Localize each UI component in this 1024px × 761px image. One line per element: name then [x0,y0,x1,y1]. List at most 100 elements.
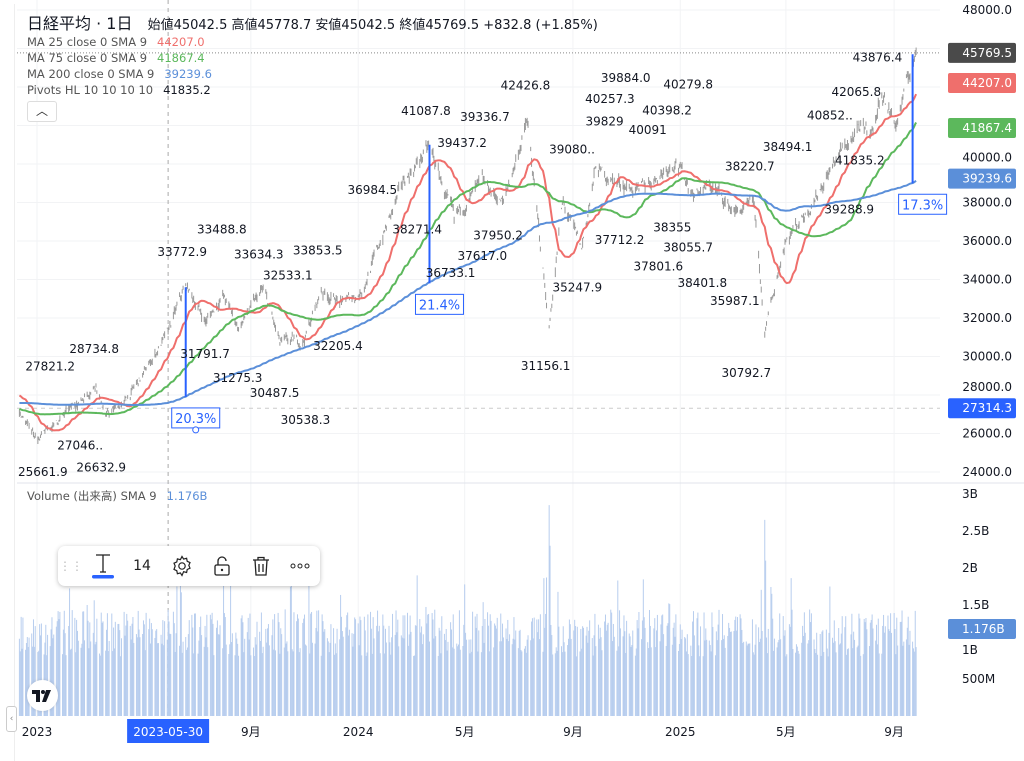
settings-button[interactable] [168,546,196,586]
price-tick: 28000.0 [962,380,1012,394]
price-badge-text: 45769.5 [962,46,1012,60]
price-badge-text: 44207.0 [962,76,1012,90]
price-badge [948,42,1016,63]
time-label: 2024 [343,725,374,739]
more-button[interactable] [286,546,314,586]
pivot-label: 39080.. [549,143,595,157]
gear-icon [173,555,191,577]
volume-tick: 500M [962,672,995,686]
pivot-label: 40279.8 [663,78,713,92]
trash-icon [253,556,269,576]
chart-header: 日経平均 · 1日 始値45042.5 高値45778.7 安値45042.5 … [27,14,598,33]
time-label: 2023 [22,725,53,739]
price-tick: 48000.0 [962,3,1012,17]
pivot-label: 30538.3 [281,413,331,427]
price-badge [948,73,1016,94]
legend-ma75[interactable]: MA 75 close 0 SMA 9 41867.4 [27,51,205,65]
pivot-label: 42426.8 [501,78,551,92]
ma-line-25 [18,93,918,432]
chevron-up-icon: ︿ [35,104,48,118]
chevron-left-icon: ‹ [9,714,14,724]
pivot-label: 32533.1 [263,269,313,283]
text-color-button[interactable] [88,546,118,586]
pivot-label: 32205.4 [313,339,363,353]
delete-button[interactable] [247,546,275,586]
measure-label-box [898,193,948,215]
pivot-label: 40398.2 [642,103,692,117]
drawing-toolbar: ⋮⋮ 14 [58,546,320,586]
symbol-name: 日経平均 [27,14,92,33]
price-badge [948,398,1016,419]
pivot-label: 39829 [586,114,624,128]
pivot-label: 35247.9 [553,280,603,294]
price-bars [18,47,917,445]
measure-label-box [414,293,464,315]
pivot-label: 27046.. [57,438,103,452]
pivot-labels: 27821.2 28734.8 27046.. 26632.9 25661.9 33772… [18,50,902,479]
font-size-button[interactable]: 14 [133,558,151,574]
pivot-label: 33853.5 [293,243,343,257]
pivot-label: 40091 [629,123,667,137]
pivot-label: 38401.8 [677,276,727,290]
more-icon [290,563,310,569]
price-tick: 30000.0 [962,350,1012,364]
time-label: 2025 [665,725,696,739]
pivot-label: 25661.9 [18,465,68,479]
legend-ma200[interactable]: MA 200 close 0 SMA 9 39239.6 [27,67,212,81]
moving-averages [18,93,918,432]
volume-badge [948,618,1016,639]
pivot-label: 39437.2 [437,136,487,150]
ohlc-readout: 始値45042.5 高値45778.7 安値45042.5 終値45769.5 … [147,18,598,33]
time-label: 9月 [241,725,261,739]
price-badge [948,118,1016,139]
pivot-label: 26632.9 [76,460,126,474]
crosshair-date-text: 2023-05-30 [133,725,203,739]
pivot-label: 37950.2 [473,228,523,242]
pivot-label: 37712.2 [595,233,645,247]
pivot-label: 40257.3 [585,92,635,106]
pivot-label: 38055.7 [663,240,713,254]
tradingview-logo-icon [31,689,51,702]
crosshair-date-badge [127,719,210,743]
volume-badge-text: 1.176B [962,622,1005,636]
measure-handle [192,426,200,434]
pivot-label: 36984.5 [347,183,397,197]
volume-tick: 2B [962,561,978,575]
pivot-label: 31156.1 [521,359,571,373]
collapse-legend-button[interactable]: ︿ [27,101,57,122]
legend-pivots[interactable]: Pivots HL 10 10 10 10 41835.2 [27,83,211,97]
tradingview-logo[interactable] [27,680,58,711]
pivot-label: 33488.8 [197,222,247,236]
pivot-label: 31275.3 [213,371,263,385]
price-tick: 36000.0 [962,234,1012,248]
pivot-label: 38494.1 [763,140,813,154]
price-badge-text: 41867.4 [962,121,1012,135]
pivot-label: 33772.9 [157,245,207,259]
measurements[interactable]: 20.3% 21.4% 17.3% [171,54,948,434]
volume-tick: 2.5B [962,524,989,538]
pivot-label: 37617.0 [457,249,507,263]
pivot-label: 38355 [653,221,691,235]
pivot-label: 30792.7 [721,366,771,380]
ma-line-200 [19,179,917,406]
lock-button[interactable] [208,546,236,586]
pivot-label: 27821.2 [25,359,75,373]
legend-ma25[interactable]: MA 25 close 0 SMA 9 44207.0 [27,35,205,49]
change: +832.8 (+1.85%) [483,18,598,33]
pivot-label: 36733.1 [426,266,476,280]
interval: 1日 [106,14,133,33]
pivot-label: 38220.7 [725,159,775,173]
pivot-label: 42065.8 [831,85,881,99]
scroll-left-button[interactable]: ‹ [6,706,17,732]
pivot-label: 39288.9 [824,203,874,217]
pivot-label: 38271.4 [392,222,442,236]
legend-volume[interactable]: Volume (出来高) SMA 9 1.176B [27,489,208,503]
drag-handle-icon[interactable]: ⋮⋮ [59,559,83,573]
volume-tick: 1B [962,643,978,657]
pivot-label: 41087.8 [401,104,451,118]
pivot-label: 35987.1 [710,294,760,308]
time-label: 9月 [884,725,904,739]
measure-label: 17.3% [902,198,943,213]
price-badge-text: 39239.6 [962,172,1012,186]
